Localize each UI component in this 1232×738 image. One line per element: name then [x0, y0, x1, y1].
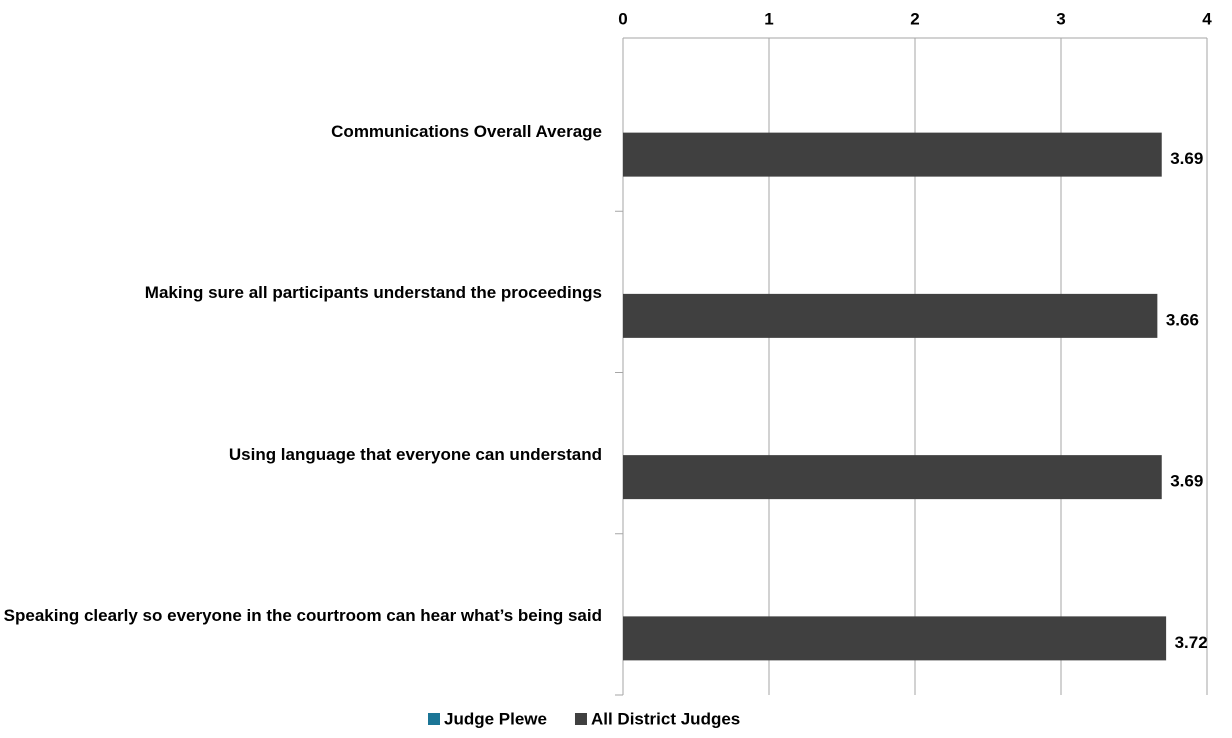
- y-tick-label: Using language that everyone can underst…: [228, 444, 602, 464]
- legend-swatch: [574, 713, 587, 725]
- bar: [623, 455, 1162, 500]
- category-label-box: Using language that everyone can underst…: [2, 443, 602, 467]
- y-tick-label: Speaking clearly so everyone in the cour…: [3, 605, 602, 625]
- y-tick-label: Making sure all participants understand …: [144, 283, 602, 303]
- data-label: 3.72: [1175, 633, 1208, 652]
- data-label: 3.69: [1170, 472, 1203, 491]
- x-tick-label: 0: [618, 9, 627, 28]
- legend-swatch: [428, 713, 440, 725]
- category-label-box: Communications Overall Average: [2, 120, 602, 144]
- data-label: 3.69: [1170, 149, 1203, 168]
- x-tick-label: 1: [764, 9, 773, 28]
- bar: [623, 132, 1162, 177]
- data-label: 3.66: [1166, 310, 1199, 329]
- category-label-box: Making sure all participants understand …: [2, 281, 602, 305]
- x-tick-label: 3: [1056, 9, 1065, 28]
- legend-label: All District Judges: [591, 709, 740, 728]
- y-tick-label: Communications Overall Average: [331, 122, 602, 141]
- x-tick-label: 4: [1202, 9, 1212, 28]
- bar: [623, 293, 1158, 338]
- x-tick-label: 2: [910, 9, 919, 28]
- category-label-box: Speaking clearly so everyone in the cour…: [2, 604, 602, 628]
- legend-label: Judge Plewe: [444, 709, 547, 728]
- bar: [623, 616, 1167, 661]
